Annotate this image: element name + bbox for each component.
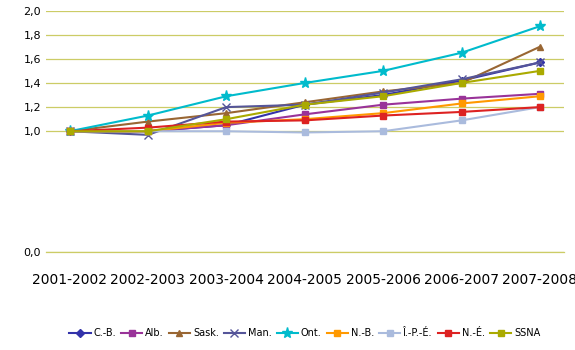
Ont.	[380, 69, 386, 73]
Line: Sask.: Sask.	[66, 43, 543, 135]
SSNA	[536, 69, 543, 73]
Man.	[536, 60, 543, 64]
Sask.	[380, 89, 386, 93]
SSNA	[223, 117, 230, 121]
Line: SSNA: SSNA	[67, 68, 543, 134]
Î.-P.-É.	[223, 129, 230, 133]
C.-B.	[380, 93, 386, 97]
N.-É.	[144, 126, 151, 130]
C.-B.	[301, 103, 308, 107]
SSNA	[66, 129, 73, 133]
N.-B.	[223, 121, 230, 125]
Alb.	[380, 103, 386, 107]
Ont.	[536, 24, 543, 28]
Line: N.-B.: N.-B.	[67, 93, 543, 134]
Ont.	[144, 113, 151, 118]
SSNA	[301, 103, 308, 107]
C.-B.	[458, 78, 465, 83]
N.-B.	[301, 117, 308, 121]
Sask.	[66, 129, 73, 133]
SSNA	[380, 94, 386, 98]
N.-É.	[66, 129, 73, 133]
Î.-P.-É.	[458, 118, 465, 122]
Î.-P.-É.	[66, 129, 73, 133]
Ont.	[458, 51, 465, 55]
Alb.	[458, 97, 465, 101]
Alb.	[144, 129, 151, 133]
Sask.	[223, 111, 230, 115]
N.-B.	[536, 94, 543, 98]
Sask.	[458, 81, 465, 85]
Man.	[66, 129, 73, 133]
Alb.	[223, 123, 230, 127]
Î.-P.-É.	[301, 130, 308, 134]
Ont.	[301, 81, 308, 85]
C.-B.	[223, 123, 230, 127]
N.-B.	[144, 129, 151, 133]
N.-É.	[223, 119, 230, 124]
N.-B.	[66, 129, 73, 133]
Man.	[301, 103, 308, 107]
N.-B.	[380, 111, 386, 115]
N.-É.	[301, 118, 308, 122]
Alb.	[301, 112, 308, 117]
Alb.	[536, 92, 543, 96]
N.-É.	[458, 110, 465, 114]
Legend: C.-B., Alb., Sask., Man., Ont., N.-B., Î.-P.-É., N.-É., SSNA: C.-B., Alb., Sask., Man., Ont., N.-B., Î…	[65, 324, 545, 342]
Î.-P.-É.	[380, 129, 386, 133]
Man.	[223, 105, 230, 109]
Man.	[380, 91, 386, 95]
Sask.	[301, 100, 308, 104]
Line: Alb.: Alb.	[67, 91, 543, 134]
Line: N.-É.: N.-É.	[67, 104, 543, 134]
Line: Man.: Man.	[66, 58, 544, 139]
Line: C.-B.: C.-B.	[67, 60, 543, 134]
SSNA	[458, 81, 465, 85]
Sask.	[144, 119, 151, 124]
Man.	[458, 77, 465, 82]
C.-B.	[144, 129, 151, 133]
SSNA	[144, 129, 151, 133]
C.-B.	[66, 129, 73, 133]
Î.-P.-É.	[536, 105, 543, 109]
N.-É.	[380, 113, 386, 118]
Line: Î.-P.-É.: Î.-P.-É.	[67, 104, 543, 135]
Ont.	[66, 129, 73, 133]
Sask.	[536, 44, 543, 49]
Line: Ont.: Ont.	[64, 21, 546, 137]
Ont.	[223, 94, 230, 98]
N.-É.	[536, 105, 543, 109]
Î.-P.-É.	[144, 129, 151, 133]
N.-B.	[458, 102, 465, 106]
Alb.	[66, 129, 73, 133]
Man.	[144, 133, 151, 137]
C.-B.	[536, 60, 543, 64]
